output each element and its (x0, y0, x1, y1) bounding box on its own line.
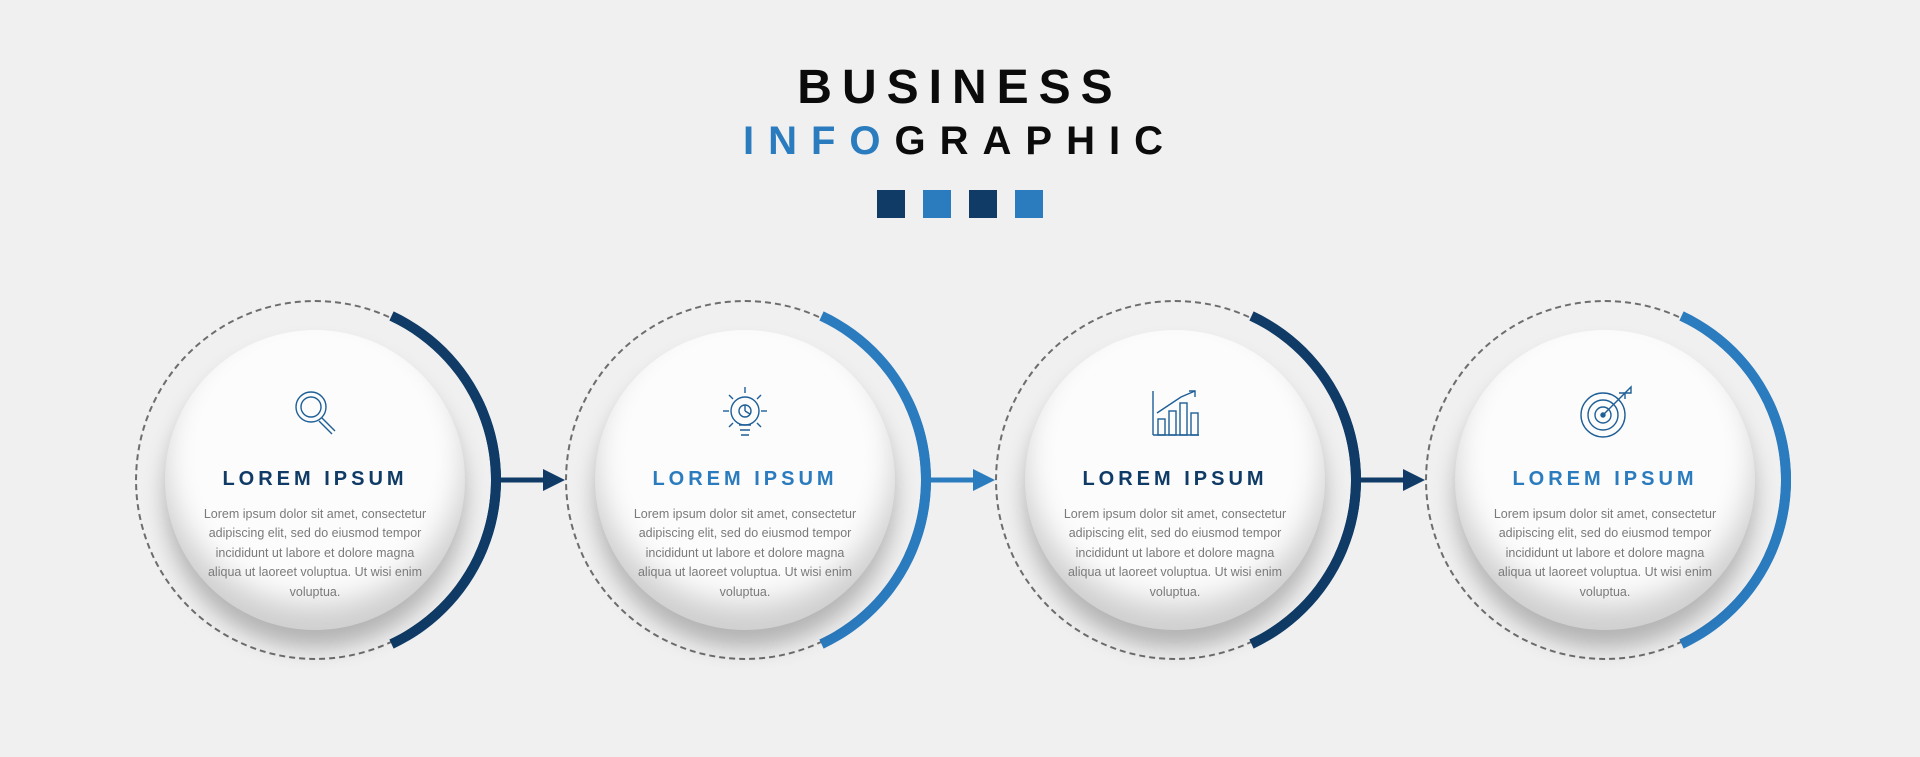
title-line-1: BUSINESS (0, 60, 1920, 115)
steps-row: LOREM IPSUM Lorem ipsum dolor sit amet, … (0, 300, 1920, 660)
step-2: LOREM IPSUM Lorem ipsum dolor sit amet, … (565, 300, 925, 660)
step-1-body: Lorem ipsum dolor sit amet, consectetur … (203, 505, 427, 602)
step-4-inner: LOREM IPSUM Lorem ipsum dolor sit amet, … (1455, 330, 1755, 630)
step-3-body: Lorem ipsum dolor sit amet, consectetur … (1063, 505, 1287, 602)
square-4 (1015, 190, 1043, 218)
step-3-inner: LOREM IPSUM Lorem ipsum dolor sit amet, … (1025, 330, 1325, 630)
step-3: LOREM IPSUM Lorem ipsum dolor sit amet, … (995, 300, 1355, 660)
target-icon (1573, 376, 1637, 450)
title-line-2: INFOGRAPHIC (0, 119, 1920, 164)
square-2 (923, 190, 951, 218)
step-3-title: LOREM IPSUM (1082, 468, 1267, 491)
step-1-inner: LOREM IPSUM Lorem ipsum dolor sit amet, … (165, 330, 465, 630)
decorative-squares (0, 190, 1920, 218)
step-1-title: LOREM IPSUM (222, 468, 407, 491)
step-4-title: LOREM IPSUM (1512, 468, 1697, 491)
title-line-2-dark: GRAPHIC (895, 119, 1177, 163)
step-1: LOREM IPSUM Lorem ipsum dolor sit amet, … (135, 300, 495, 660)
step-2-body: Lorem ipsum dolor sit amet, consectetur … (633, 505, 857, 602)
arrow-3 (1355, 300, 1425, 660)
infographic-stage: BUSINESS INFOGRAPHIC (0, 0, 1920, 757)
arrow-1 (495, 300, 565, 660)
title-block: BUSINESS INFOGRAPHIC (0, 60, 1920, 164)
title-line-2-colored: INFO (743, 119, 895, 163)
step-2-title: LOREM IPSUM (652, 468, 837, 491)
step-2-inner: LOREM IPSUM Lorem ipsum dolor sit amet, … (595, 330, 895, 630)
step-4: LOREM IPSUM Lorem ipsum dolor sit amet, … (1425, 300, 1785, 660)
lightbulb-icon (713, 376, 777, 450)
arrow-2 (925, 300, 995, 660)
magnifier-icon (285, 376, 345, 450)
bar-chart-icon (1143, 376, 1207, 450)
square-3 (969, 190, 997, 218)
step-4-body: Lorem ipsum dolor sit amet, consectetur … (1493, 505, 1717, 602)
square-1 (877, 190, 905, 218)
